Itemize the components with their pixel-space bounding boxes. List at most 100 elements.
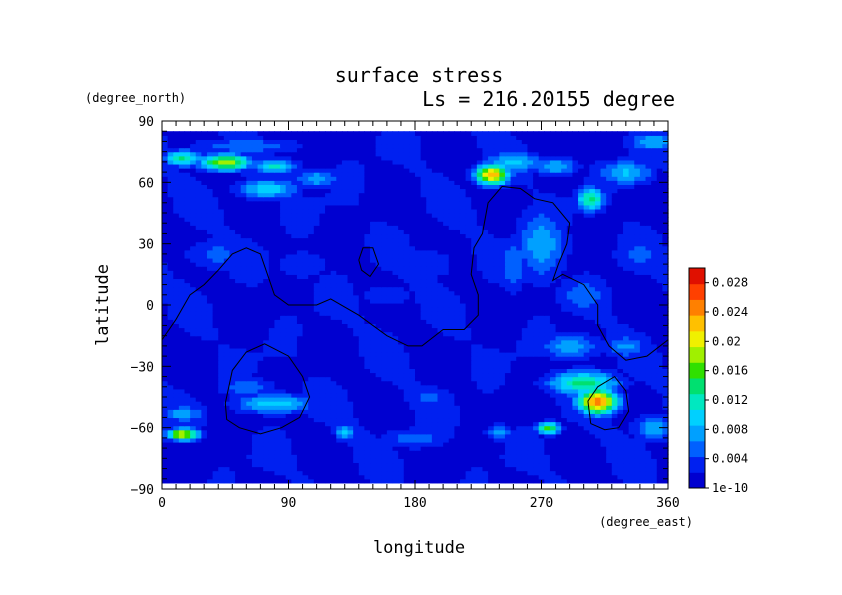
heatmap-cell: [459, 446, 467, 451]
heatmap-cell: [336, 282, 343, 288]
heatmap-cell: [566, 474, 574, 480]
heatmap-cell: [358, 384, 365, 390]
heatmap-cell: [386, 397, 394, 402]
heatmap-cell: [600, 417, 607, 423]
heatmap-cell: [347, 274, 354, 280]
heatmap-cell: [195, 266, 202, 271]
heatmap-cell: [403, 331, 410, 337]
heatmap-cell: [263, 302, 270, 308]
heatmap-cell: [572, 429, 579, 435]
heatmap-cell: [510, 429, 517, 435]
heatmap-cell: [358, 466, 365, 472]
heatmap-cell: [555, 311, 562, 316]
heatmap-cell: [639, 262, 647, 267]
heatmap-cell: [645, 274, 652, 280]
heatmap-cell: [167, 401, 174, 406]
heatmap-cell: [302, 409, 309, 414]
heatmap-cell: [206, 323, 214, 329]
heatmap-cell: [285, 347, 292, 353]
heatmap-cell: [493, 335, 500, 341]
heatmap-cell: [420, 274, 427, 280]
heatmap-cell: [178, 257, 186, 263]
heatmap-cell: [420, 347, 427, 353]
heatmap-cell: [454, 323, 461, 329]
heatmap-cell: [516, 417, 523, 423]
heatmap-cell: [426, 388, 433, 394]
heatmap-cell: [566, 290, 574, 296]
heatmap-cell: [218, 364, 225, 369]
heatmap-cell: [656, 262, 663, 267]
heatmap-cell: [431, 376, 439, 382]
heatmap-cell: [386, 388, 394, 394]
heatmap-cell: [651, 282, 658, 288]
heatmap-cell: [325, 262, 332, 267]
heatmap-cell: [184, 441, 191, 447]
heatmap-cell: [325, 253, 332, 259]
heatmap-cell: [206, 446, 214, 451]
heatmap-cell: [268, 392, 276, 398]
heatmap-cell: [465, 441, 472, 447]
heatmap-cell: [623, 356, 630, 361]
heatmap-cell: [578, 257, 585, 263]
heatmap-cell: [167, 429, 174, 435]
heatmap-cell: [347, 319, 354, 324]
heatmap-cell: [330, 441, 337, 447]
heatmap-cell: [251, 413, 259, 419]
heatmap-cell: [167, 409, 174, 414]
heatmap-cell: [459, 380, 467, 386]
heatmap-cell: [263, 392, 270, 398]
heatmap-cell: [527, 372, 534, 378]
heatmap-cell: [330, 347, 337, 353]
heatmap-cell: [274, 266, 281, 271]
heatmap-cell: [223, 286, 231, 292]
heatmap-cell: [634, 470, 641, 476]
heatmap-cell: [420, 286, 427, 292]
heatmap-cell: [398, 458, 405, 464]
heatmap-cell: [285, 454, 292, 459]
heatmap-cell: [246, 356, 253, 361]
heatmap-cell: [443, 266, 450, 271]
heatmap-cell: [246, 450, 253, 455]
heatmap-cell: [173, 302, 180, 308]
heatmap-cell: [190, 347, 197, 353]
heatmap-cell: [218, 331, 225, 337]
heatmap-cell: [454, 413, 461, 419]
heatmap-cell: [398, 257, 405, 263]
heatmap-cell: [651, 392, 658, 398]
heatmap-cell: [212, 327, 219, 333]
heatmap-cell: [173, 352, 180, 357]
heatmap-cell: [617, 450, 624, 455]
heatmap-cell: [555, 347, 562, 353]
heatmap-cell: [251, 347, 259, 353]
heatmap-cell: [235, 315, 242, 320]
heatmap-cell: [190, 478, 197, 484]
heatmap-cell: [611, 274, 618, 280]
heatmap-cell: [527, 307, 534, 312]
heatmap-cell: [420, 257, 427, 263]
heatmap-cell: [218, 274, 225, 280]
heatmap-cell: [257, 446, 264, 451]
heatmap-cell: [471, 347, 478, 353]
heatmap-cell: [459, 437, 467, 443]
heatmap-cell: [589, 315, 596, 320]
heatmap-cell: [437, 364, 444, 369]
heatmap-cell: [454, 319, 461, 324]
heatmap-cell: [218, 327, 225, 333]
heatmap-cell: [162, 401, 169, 406]
heatmap-cell: [493, 343, 500, 349]
heatmap-cell: [274, 380, 281, 386]
heatmap-cell: [611, 302, 618, 308]
heatmap-cell: [353, 470, 360, 476]
heatmap-cell: [285, 462, 292, 468]
heatmap-cell: [465, 290, 472, 296]
heatmap-cell: [651, 286, 658, 292]
heatmap-cell: [482, 441, 489, 447]
heatmap-cell: [544, 474, 551, 480]
heatmap-cell: [336, 372, 343, 378]
heatmap-cell: [375, 462, 382, 468]
heatmap-cell: [516, 466, 523, 472]
heatmap-cell: [353, 462, 360, 468]
heatmap-cell: [358, 302, 365, 308]
heatmap-cell: [353, 384, 360, 390]
heatmap-cell: [190, 368, 197, 374]
